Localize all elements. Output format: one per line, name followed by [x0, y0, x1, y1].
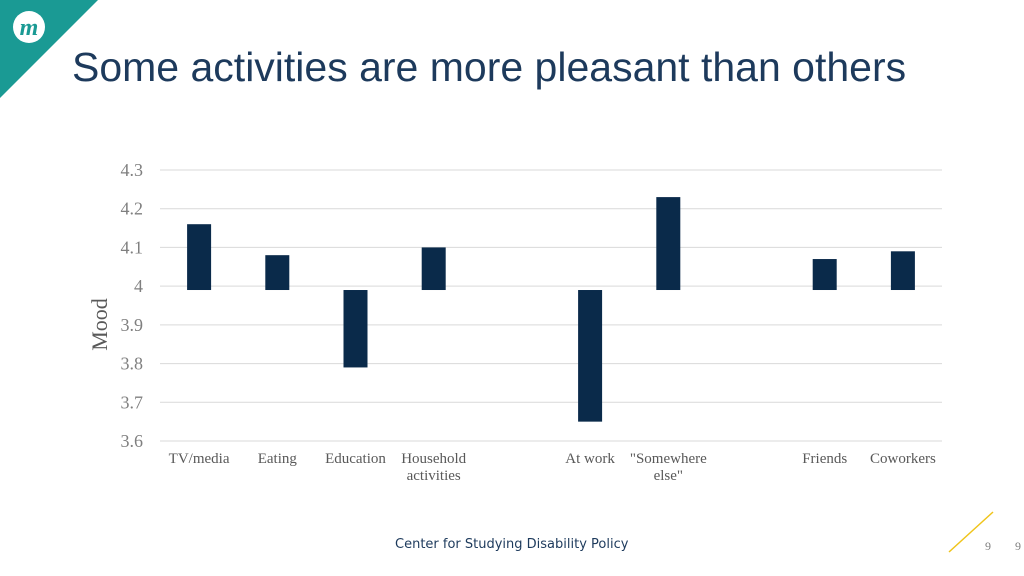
y-tick-label: 4	[134, 276, 143, 296]
x-category-label: Education	[325, 451, 386, 467]
y-tick-label: 3.9	[121, 315, 144, 335]
bar	[187, 224, 212, 291]
bar	[890, 251, 915, 291]
x-category-label: Eating	[258, 451, 298, 467]
x-category-label: Household activities	[401, 451, 466, 484]
bar	[578, 290, 603, 422]
bar	[421, 247, 446, 291]
y-tick-label: 3.6	[121, 431, 144, 451]
y-tick-label: 4.3	[121, 160, 144, 180]
x-category-label: Coworkers	[870, 451, 936, 467]
x-category-label: Friends	[802, 451, 847, 467]
x-category-label: TV/media	[169, 451, 230, 467]
y-axis-label: Mood	[87, 298, 112, 351]
page-number: 9	[985, 539, 991, 553]
x-category-label: At work	[565, 451, 615, 467]
slide-title: Some activities are more pleasant than o…	[72, 44, 907, 90]
decorative-line	[948, 511, 994, 553]
bar	[343, 290, 368, 368]
y-tick-label: 3.7	[121, 392, 144, 412]
bar	[812, 259, 837, 291]
x-category-label: "Somewhere else"	[630, 451, 707, 484]
brand-corner: m	[0, 0, 98, 98]
bar	[656, 197, 681, 291]
y-tick-label: 4.2	[121, 199, 144, 219]
footer-text: Center for Studying Disability Policy	[395, 537, 629, 552]
y-tick-label: 3.8	[121, 354, 144, 374]
y-tick-label: 4.1	[121, 237, 144, 257]
logo-badge	[13, 11, 45, 43]
page-number-repeat: 9	[1015, 539, 1021, 553]
bar	[265, 255, 290, 291]
logo-letter: m	[20, 15, 39, 41]
